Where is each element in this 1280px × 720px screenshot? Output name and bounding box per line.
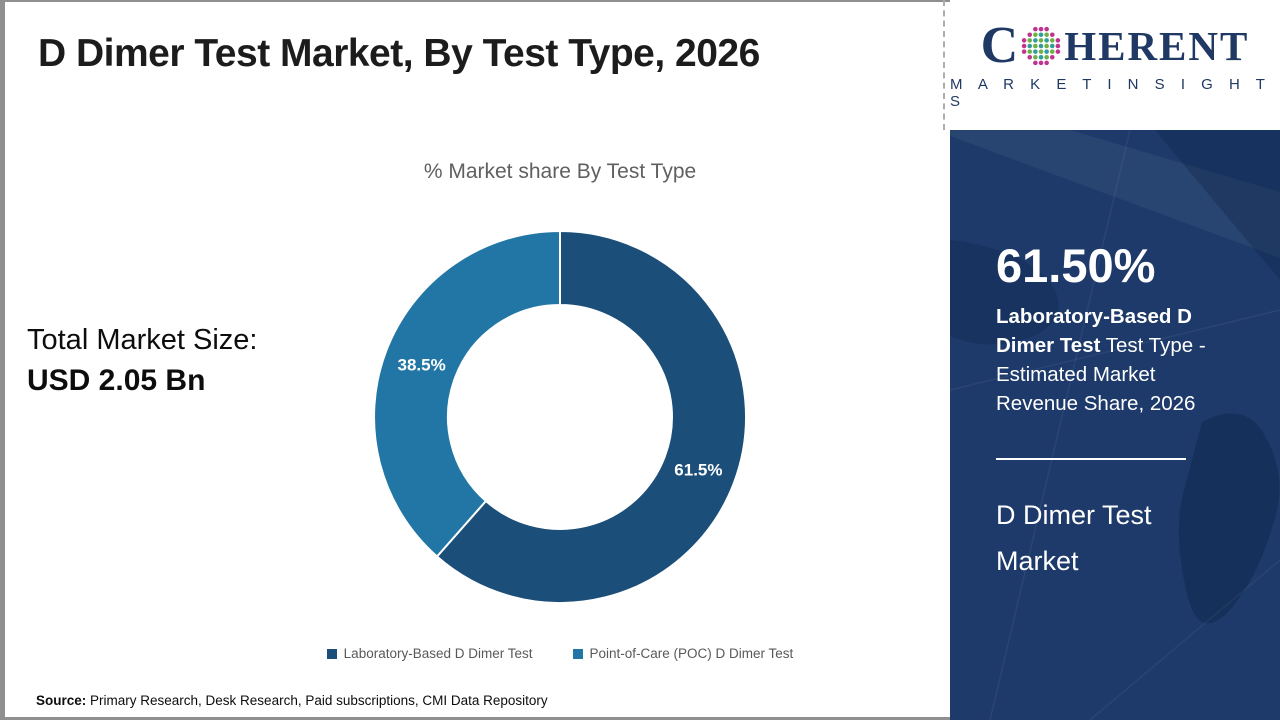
source-line: Source: Primary Research, Desk Research,…: [36, 693, 548, 708]
source-prefix: Source:: [36, 693, 87, 708]
highlight-panel: 61.50% Laboratory-Based D Dimer Test Tes…: [950, 130, 1280, 720]
brand-logo: C HERENT M A R K E T I N S I G H T S: [950, 0, 1280, 130]
total-market-size-value: USD 2.05 Bn: [27, 364, 206, 397]
total-market-size-label: Total Market Size:: [27, 324, 258, 356]
slice-label: 38.5%: [397, 356, 445, 375]
donut-segment: [373, 229, 561, 558]
legend-marker-icon: [326, 648, 337, 659]
legend-item-laboratory: Laboratory-Based D Dimer Test: [326, 646, 533, 661]
frame-border-top: [0, 0, 1280, 2]
panel-divider: [996, 458, 1186, 460]
logo-letter-c: C: [980, 17, 1019, 74]
legend-item-poc: Point-of-Care (POC) D Dimer Test: [572, 646, 794, 661]
donut-segment: [435, 229, 748, 604]
frame-border-left: [0, 0, 5, 720]
brand-logo-wordmark: C HERENT: [981, 20, 1250, 72]
legend-label: Point-of-Care (POC) D Dimer Test: [589, 646, 794, 661]
chart-legend: Laboratory-Based D Dimer Test Point-of-C…: [240, 646, 880, 661]
total-market-size-block: Total Market Size: USD 2.05 Bn: [27, 324, 257, 398]
slice-label: 61.5%: [674, 460, 722, 479]
page-title: D Dimer Test Market, By Test Type, 2026: [38, 32, 760, 75]
market-name: D Dimer Test Market: [996, 500, 1152, 576]
stat-description-bold: Laboratory-Based D Dimer Test: [996, 305, 1192, 357]
highlight-stat-value: 61.50%: [996, 239, 1156, 292]
world-map-texture: [950, 130, 1280, 720]
dashed-separator: [943, 0, 945, 130]
chart-title: % Market share By Test Type: [423, 160, 697, 183]
source-text: Primary Research, Desk Research, Paid su…: [86, 693, 548, 708]
logo-subline: M A R K E T I N S I G H T S: [950, 76, 1271, 110]
stat-description-rest: Test Type - Estimated Market Revenue Sha…: [996, 334, 1206, 415]
highlight-stat-description: Laboratory-Based D Dimer Test Test Type …: [996, 302, 1238, 418]
legend-marker-icon: [572, 648, 583, 659]
sidebar: C HERENT M A R K E T I N S I G H T S 61.…: [950, 0, 1280, 720]
legend-label: Laboratory-Based D Dimer Test: [343, 646, 533, 661]
coherent-globe-icon: [1022, 26, 1061, 66]
donut-chart: 61.5% 38.5%: [373, 229, 748, 604]
logo-word-rest: HERENT: [1064, 22, 1250, 69]
frame-border-bottom: [0, 717, 950, 720]
